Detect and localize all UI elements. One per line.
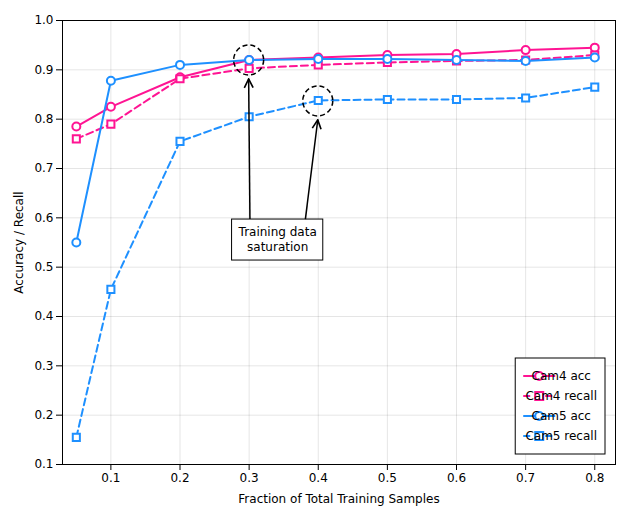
- svg-text:0.5: 0.5: [378, 471, 397, 485]
- svg-text:Cam4 acc: Cam4 acc: [532, 369, 591, 383]
- svg-text:0.2: 0.2: [34, 408, 53, 422]
- svg-text:0.1: 0.1: [34, 457, 53, 471]
- svg-text:Cam4 recall: Cam4 recall: [525, 389, 597, 403]
- svg-text:0.9: 0.9: [34, 63, 53, 77]
- svg-text:Cam5 recall: Cam5 recall: [525, 429, 597, 443]
- svg-text:Cam5 acc: Cam5 acc: [532, 409, 591, 423]
- svg-text:Fraction of Total Training Sam: Fraction of Total Training Samples: [238, 492, 439, 506]
- svg-text:0.7: 0.7: [34, 161, 53, 175]
- svg-text:0.3: 0.3: [34, 359, 53, 373]
- svg-text:0.4: 0.4: [309, 471, 328, 485]
- svg-text:0.1: 0.1: [101, 471, 120, 485]
- svg-text:0.6: 0.6: [447, 471, 466, 485]
- svg-text:Training datasaturation: Training datasaturation: [238, 225, 317, 254]
- svg-text:0.3: 0.3: [240, 471, 259, 485]
- svg-text:0.8: 0.8: [34, 112, 53, 126]
- svg-text:0.2: 0.2: [170, 471, 189, 485]
- svg-text:Accuracy / Recall: Accuracy / Recall: [12, 191, 26, 293]
- svg-text:1.0: 1.0: [34, 13, 53, 27]
- svg-text:0.7: 0.7: [516, 471, 535, 485]
- svg-text:0.6: 0.6: [34, 211, 53, 225]
- svg-text:0.5: 0.5: [34, 260, 53, 274]
- svg-text:0.4: 0.4: [34, 309, 53, 323]
- svg-text:0.8: 0.8: [585, 471, 604, 485]
